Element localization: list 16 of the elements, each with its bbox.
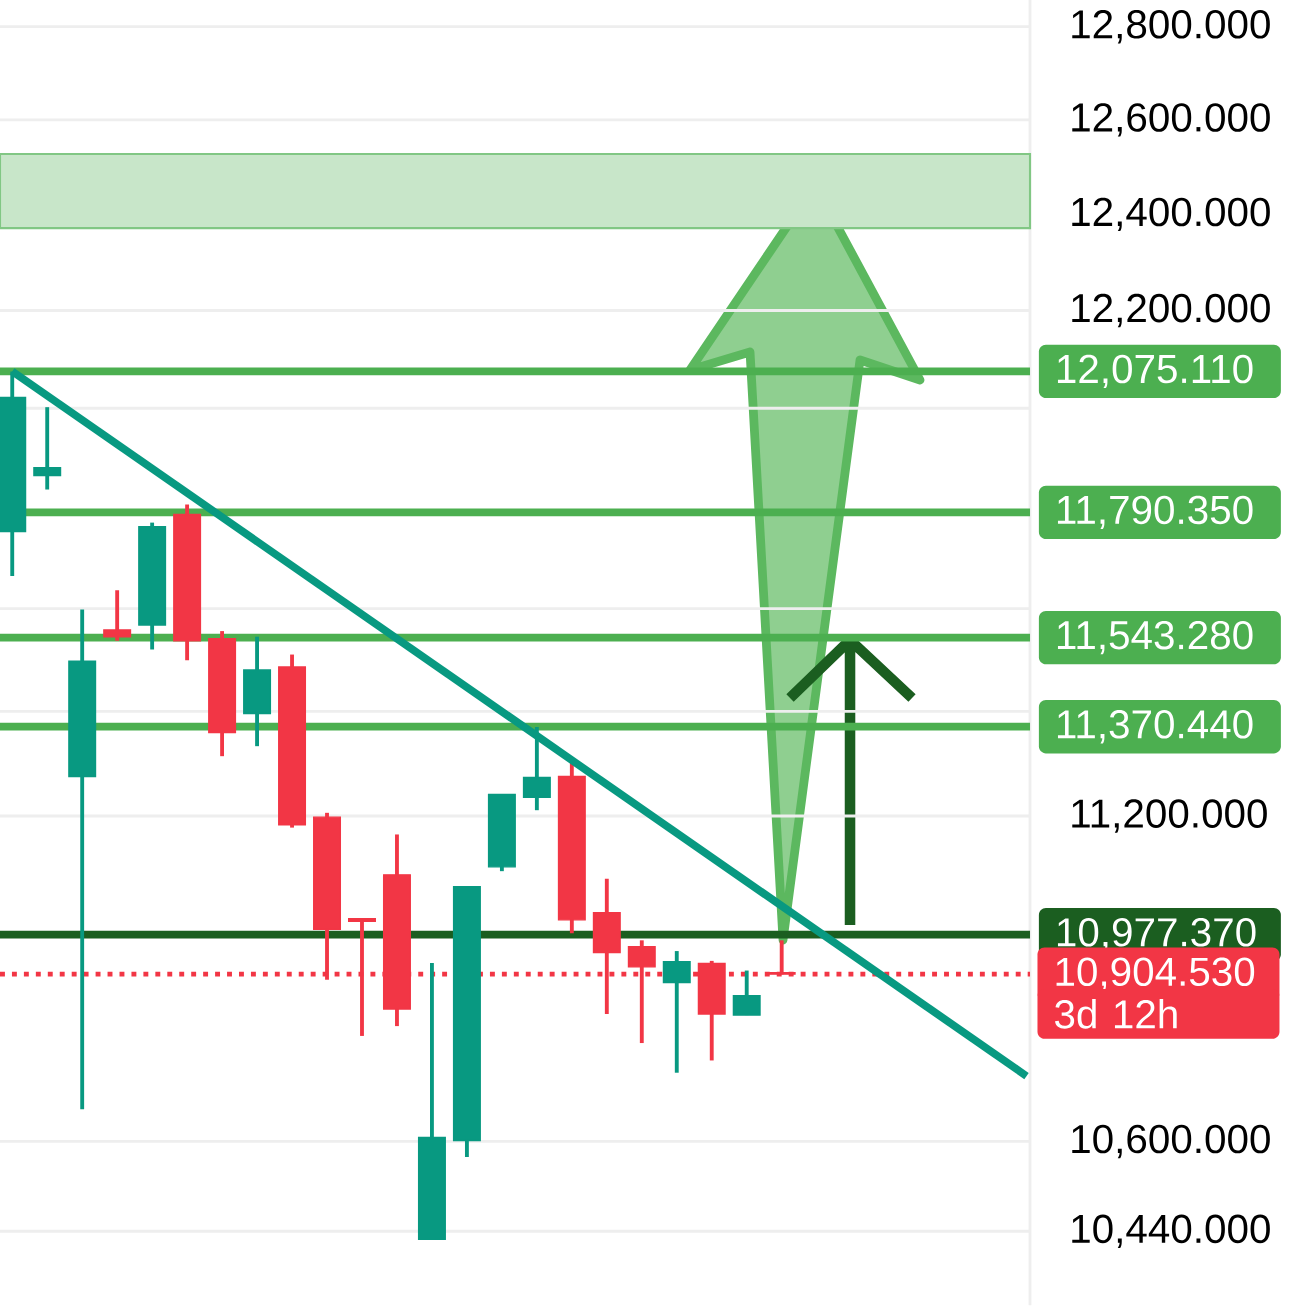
ref-line-label: 10,904.530 (1056, 957, 1255, 991)
candlestick (103, 590, 132, 641)
y-tick-label: 10,600.000 (1072, 1124, 1270, 1159)
y-tick-label: 10,440.000 (1072, 1214, 1270, 1248)
ref-line-label: 10,977.370 (1057, 917, 1256, 952)
y-tick-label: 12,800.000 (1072, 10, 1270, 44)
ref-line-label: 11,790.350 (1057, 495, 1253, 530)
y-tick-label: 11,200.000 (1072, 799, 1267, 833)
ref-line-label: 11,543.280 (1057, 620, 1253, 655)
y-tick-label: 12,400.000 (1072, 197, 1270, 232)
text: 3d 12h (1055, 999, 1177, 1029)
y-tick-label: 12,200.000 (1072, 293, 1270, 328)
ref-line-label: 11,370.440 (1057, 710, 1253, 744)
candlestick (33, 407, 62, 490)
ref-line-label: 12,075.110 (1057, 354, 1253, 389)
y-tick-label: 12,600.000 (1072, 103, 1270, 137)
